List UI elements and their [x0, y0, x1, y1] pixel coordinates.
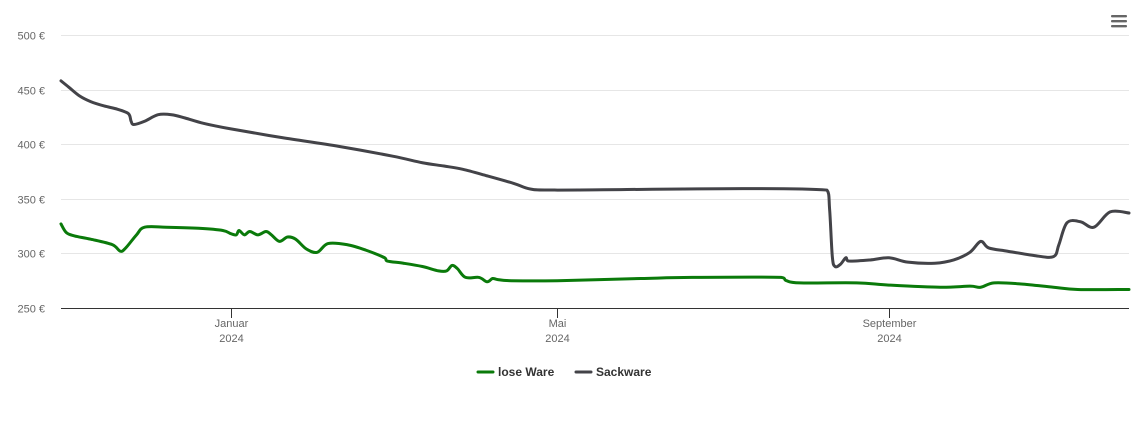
- x-tick-label-month: September: [863, 318, 917, 330]
- legend: lose Ware Sackware: [476, 365, 652, 379]
- y-tick-label: 250 €: [17, 304, 45, 316]
- y-tick-label: 450 €: [17, 86, 45, 98]
- legend-item-lose-ware[interactable]: lose Ware: [476, 365, 555, 379]
- x-tick-label-month: Mai: [549, 318, 567, 330]
- y-axis: 250 € 300 € 350 € 400 € 450 € 500 €: [17, 31, 45, 316]
- y-tick-label: 350 €: [17, 195, 45, 207]
- y-tick-label: 300 €: [17, 249, 45, 261]
- series-line-lose-ware[interactable]: [59, 222, 1131, 292]
- series-line-sackware[interactable]: [59, 79, 1131, 269]
- legend-item-sackware[interactable]: Sackware: [574, 365, 652, 379]
- x-tick-label-year: 2024: [219, 333, 243, 345]
- x-tick-label-month: Januar: [215, 318, 249, 330]
- x-tick-label-year: 2024: [877, 333, 901, 345]
- series-lines: [59, 79, 1131, 292]
- x-tick-label-year: 2024: [545, 333, 569, 345]
- grid-lines: [61, 35, 1129, 254]
- legend-label: lose Ware: [498, 365, 555, 379]
- x-axis: Januar 2024 Mai 2024 September 2024: [61, 308, 1129, 345]
- hamburger-menu-icon[interactable]: [1109, 12, 1129, 32]
- legend-label: Sackware: [596, 365, 652, 379]
- y-tick-label: 500 €: [17, 31, 45, 43]
- y-tick-label: 400 €: [17, 140, 45, 152]
